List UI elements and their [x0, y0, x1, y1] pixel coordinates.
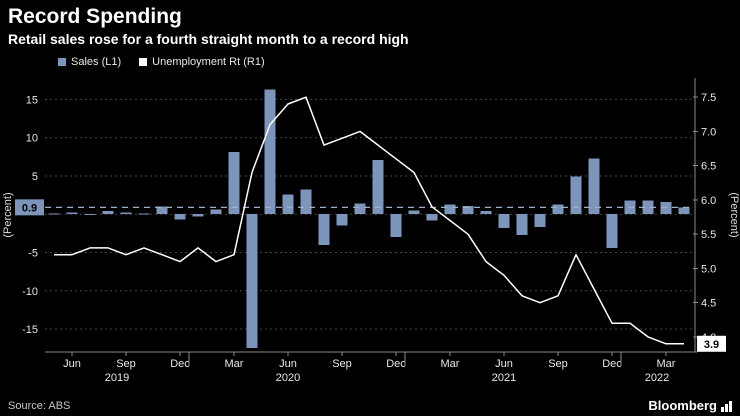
legend-item-unemployment: Unemployment Rt (R1) [139, 55, 265, 68]
right-axis-unit-label: (Percent) [728, 192, 740, 237]
left-tick-label: 15 [26, 94, 38, 106]
month-label: Mar [225, 358, 244, 370]
header: Record Spending Retail sales rose for a … [0, 0, 740, 68]
sales-bar [642, 200, 654, 215]
left-axis-unit-label: (Percent) [2, 192, 14, 237]
legend-label-unemployment: Unemployment Rt (R1) [152, 55, 265, 68]
legend-label-sales: Sales (L1) [71, 55, 122, 68]
sales-bar [552, 204, 564, 215]
right-tick-label: 5.5 [701, 229, 716, 241]
sales-bar [282, 194, 294, 215]
sales-bar [480, 211, 492, 215]
sales-bar [66, 212, 78, 215]
sales-bar [444, 204, 456, 215]
bloomberg-logo: Bloomberg [648, 398, 732, 413]
sales-bar [462, 205, 474, 215]
month-label: Sep [548, 358, 568, 370]
sales-bar [300, 189, 312, 215]
year-label: 2020 [276, 372, 300, 384]
month-label: Mar [657, 358, 676, 370]
year-label: 2022 [645, 372, 669, 384]
bloomberg-chart-icon [721, 401, 732, 413]
sales-bar [174, 214, 186, 220]
right-tick-label: 4.5 [701, 298, 716, 310]
source-label: Source: ABS [8, 400, 71, 412]
right-tick-label: 7.0 [701, 126, 716, 138]
bloomberg-logo-text: Bloomberg [648, 398, 717, 413]
sales-bar [48, 213, 60, 215]
right-last-value-text: 3.9 [704, 339, 719, 351]
sales-bar [192, 214, 204, 217]
page-title: Record Spending [8, 5, 182, 28]
month-label: Jun [495, 358, 513, 370]
left-tick-label: -5 [28, 247, 38, 259]
sales-bar [588, 158, 600, 215]
sales-bar [156, 206, 168, 215]
sales-bar [534, 214, 546, 228]
month-label: Dec [602, 358, 622, 370]
right-tick-label: 7.5 [701, 92, 716, 104]
left-last-value-text: 0.9 [22, 202, 37, 214]
sales-bar [318, 214, 330, 245]
unemployment-line [54, 96, 684, 345]
month-label: Dec [386, 358, 406, 370]
left-tick-label: -15 [22, 324, 38, 336]
sales-bar [660, 201, 672, 215]
sales-bar [84, 214, 96, 216]
sales-bar [516, 214, 528, 235]
year-label: 2019 [105, 372, 129, 384]
sales-bar [678, 207, 690, 215]
month-label: Mar [441, 358, 460, 370]
sales-bar [264, 89, 276, 215]
left-tick-label: 5 [32, 171, 38, 183]
sales-bar [372, 159, 384, 215]
sales-bar [498, 214, 510, 228]
sales-bar [408, 210, 420, 215]
sales-bar [390, 214, 402, 238]
sales-bar [120, 212, 132, 215]
unemployment-swatch-icon [139, 57, 148, 66]
legend: Sales (L1) Unemployment Rt (R1) [58, 56, 730, 68]
sales-bar [228, 152, 240, 215]
sales-bar [354, 203, 366, 215]
month-label: Jun [279, 358, 297, 370]
month-label: Sep [332, 358, 352, 370]
month-label: Dec [170, 358, 190, 370]
sales-bar [336, 214, 348, 226]
month-label: Sep [116, 358, 136, 370]
right-last-value-badge [697, 335, 726, 352]
year-label: 2021 [492, 372, 516, 384]
right-tick-label: 6.0 [701, 195, 716, 207]
sales-swatch-icon [58, 57, 66, 66]
sales-bar [570, 176, 582, 215]
right-tick-label: 6.5 [701, 161, 716, 173]
sales-bar [246, 214, 258, 349]
page-subtitle: Retail sales rose for a fourth straight … [8, 31, 409, 48]
month-label: Jun [63, 358, 81, 370]
sales-bar [606, 214, 618, 248]
sales-bar [210, 209, 222, 215]
sales-bar [102, 211, 114, 215]
right-tick-label: 5.0 [701, 263, 716, 275]
legend-item-sales: Sales (L1) [58, 56, 121, 68]
sales-bar [426, 214, 438, 221]
left-tick-label: 10 [26, 133, 38, 145]
sales-bar [138, 213, 150, 215]
left-tick-label: -10 [22, 286, 38, 298]
left-last-value-badge [15, 199, 44, 216]
chart: Jun Sep Dec Mar Jun Sep Dec Mar Jun Sep Dec Mar 2019… [2, 77, 740, 384]
